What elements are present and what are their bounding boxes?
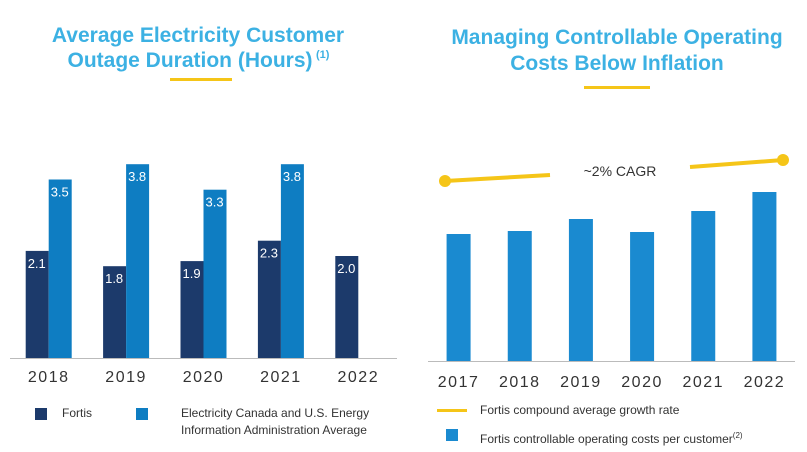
x-tick-label: 2021 (260, 369, 302, 386)
x-tick-label: 2017 (438, 374, 480, 391)
bar (507, 231, 532, 361)
bar (203, 189, 227, 358)
bar (48, 179, 72, 358)
x-tick-label: 2019 (560, 374, 602, 391)
chart-title: Managing Controllable Operating (451, 26, 782, 49)
value-label: 2.1 (28, 256, 46, 271)
bar (752, 192, 777, 361)
trend-segment (444, 173, 551, 183)
value-label: 3.3 (206, 195, 224, 210)
trend-line (439, 154, 789, 187)
legend-text: Electricity Canada and U.S. Energy Infor… (181, 406, 370, 437)
bar (25, 250, 49, 358)
x-tick-label: 2019 (105, 369, 147, 386)
x-tick-label: 2018 (28, 369, 70, 386)
value-label: 3.8 (128, 169, 146, 184)
chart-title: Costs Below Inflation (510, 52, 724, 75)
x-tick-label: 2020 (621, 374, 663, 391)
legend-swatch (446, 429, 458, 441)
bar (257, 240, 281, 358)
legend-swatch (35, 408, 47, 420)
legend-text: Fortis controllable operating costs per … (480, 427, 743, 448)
bar (126, 164, 150, 358)
x-tick-label: 2022 (338, 369, 380, 386)
trend-label: ~2% CAGR (584, 163, 657, 179)
value-label: 1.8 (105, 271, 123, 286)
legend-line (437, 409, 467, 412)
title-underline (584, 86, 650, 89)
value-label: 3.5 (51, 185, 69, 200)
legend-text: Fortis (62, 406, 92, 420)
trend-segment (689, 158, 784, 169)
chart-title: Average Electricity Customer (52, 24, 344, 47)
value-label: 2.0 (337, 261, 355, 276)
bar (103, 266, 127, 358)
trend-end (439, 175, 451, 187)
bar (180, 261, 204, 358)
bar (691, 211, 716, 361)
legend-note: (2) (732, 431, 743, 440)
bar (280, 164, 304, 358)
legend-text: Fortis compound average growth rate (480, 403, 680, 417)
legend-swatch (136, 408, 148, 420)
x-tick-label: 2020 (183, 369, 225, 386)
title-underline (170, 78, 232, 81)
value-label: 2.3 (260, 246, 278, 261)
bar (335, 256, 359, 358)
x-tick-label: 2022 (744, 374, 786, 391)
bar (568, 219, 593, 361)
title-note: (1) (316, 49, 330, 61)
chart-title: Outage Duration (Hours) (68, 49, 313, 72)
bar (630, 232, 655, 361)
x-tick-label: 2018 (499, 374, 541, 391)
value-label: 1.9 (183, 266, 201, 281)
bar (446, 234, 471, 361)
x-tick-label: 2021 (682, 374, 724, 391)
value-label: 3.8 (283, 169, 301, 184)
legend-label: Fortis controllable operating costs per … (480, 432, 733, 446)
trend-end (777, 154, 789, 166)
